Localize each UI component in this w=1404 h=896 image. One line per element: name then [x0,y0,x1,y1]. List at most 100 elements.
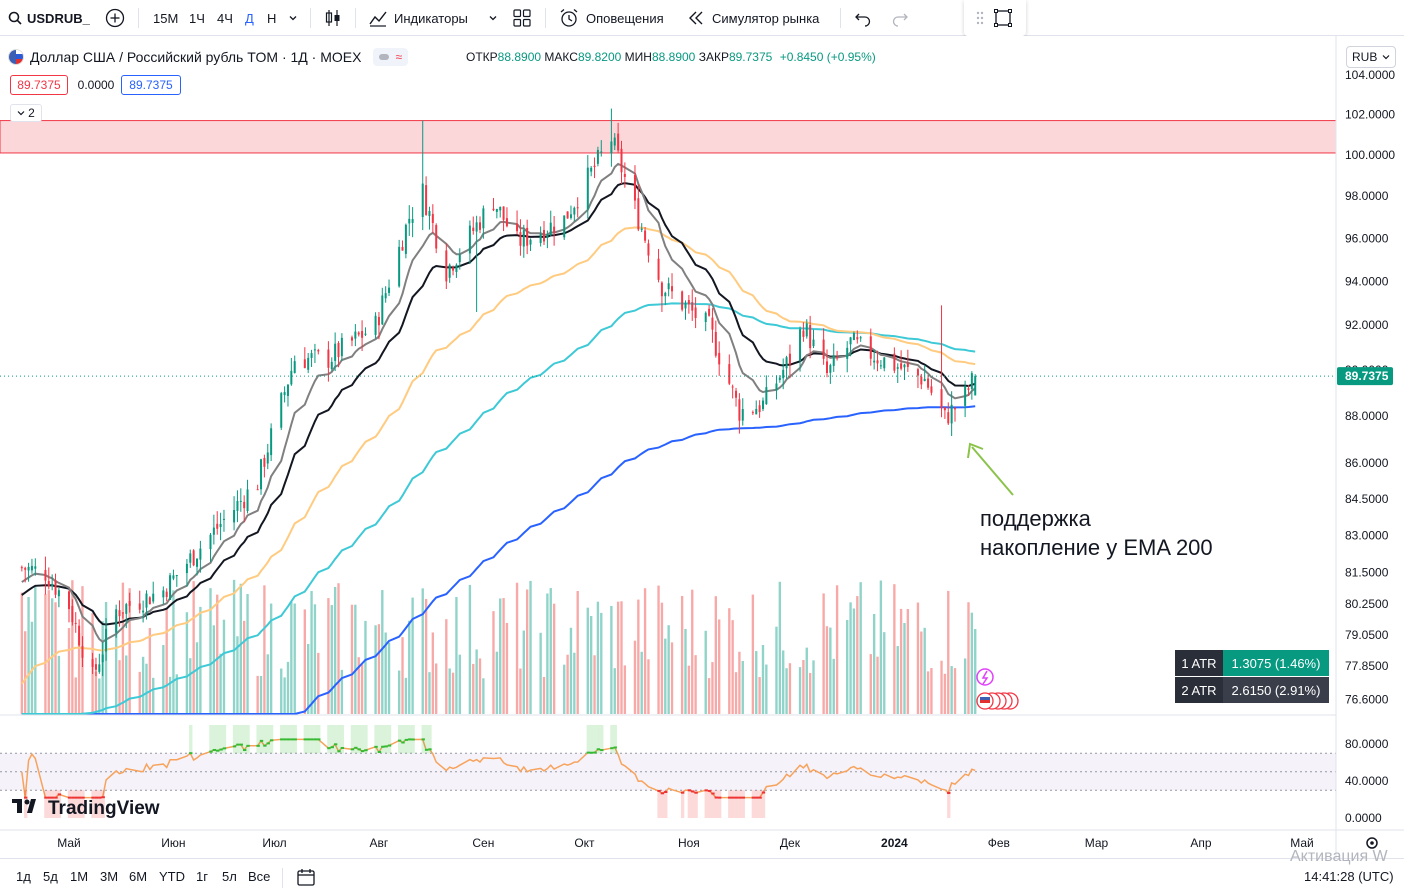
rsi-oversold-fill [67,790,72,818]
rsi-oversold-fill [761,790,766,818]
settings-gear-icon[interactable] [1366,837,1378,849]
volume-bar [812,660,815,714]
layout-button[interactable] [512,0,532,36]
candle-body [78,625,81,646]
undo-button[interactable] [853,0,873,36]
clock[interactable]: 14:41:28 (UTC) [1304,869,1394,884]
range-5d[interactable]: 5д [43,869,58,884]
resistance-zone[interactable] [0,120,1337,154]
range-all[interactable]: Все [248,869,271,884]
price-tick-label: 84.5000 [1345,492,1389,506]
time-tick-label: Май [1290,836,1314,850]
volume-bar [613,668,616,714]
volume-bar [360,664,364,714]
candle-body [74,622,77,624]
rsi-overbought-fill [259,725,264,754]
candle-body [785,357,788,369]
sell-price-button[interactable]: 89.7375 [10,75,68,95]
compare-button[interactable] [104,0,126,36]
annotation-line-1[interactable]: поддержка [980,506,1091,531]
currency-selector[interactable]: RUB [1346,46,1396,68]
bottom-toolbar: 1д 5д 1М 3М 6М YTD 1г 5л Все 14:41:28 (U… [0,858,1404,896]
volume-bar [54,602,57,714]
indicators-dropdown[interactable] [487,0,499,36]
volume-bar [172,590,175,714]
events-markers[interactable] [976,668,1019,710]
indicators-button[interactable]: Индикаторы [368,0,468,36]
candle-body [408,218,411,224]
time-tick-label: Апр [1190,836,1212,850]
candle-body [691,302,694,311]
candle-body [448,264,451,278]
buy-price-button[interactable]: 89.7375 [121,75,181,95]
rsi-oversold-fill [98,790,102,818]
candle-body [758,405,761,413]
interval-1h[interactable]: 1Ч [189,0,205,36]
candle-body [657,258,660,280]
rsi-oversold-fill [751,790,756,818]
volume-bar [502,598,505,714]
range-1y[interactable]: 1г [196,869,208,884]
drag-handle-icon[interactable] [976,11,984,25]
symbol-search[interactable]: USDRUB_ [8,0,90,36]
candles-icon [323,8,343,28]
volume-bar [138,671,141,714]
redo-button[interactable] [890,0,910,36]
annotation-arrow[interactable] [967,442,1014,496]
alerts-button[interactable]: Оповещения [558,0,664,36]
candle-body [788,353,791,365]
interval-w[interactable]: Н [267,0,276,36]
range-5y[interactable]: 5л [222,869,237,884]
volume-bar [970,612,974,714]
candle-body [549,222,552,235]
candle-body [54,580,57,595]
volume-bar [586,607,589,714]
collapse-legend-button[interactable]: 2 [10,104,42,122]
candle-body [431,213,434,223]
gear-hub [1370,841,1374,845]
range-1m[interactable]: 1М [70,869,89,884]
price-chart[interactable]: 104.0000 102.0000 100.0000 98.0000 96.0000 94… [0,36,1404,858]
candle-body [947,412,950,424]
volume-bar [539,632,542,714]
calendar-icon[interactable] [296,867,316,892]
candle-body [216,523,219,529]
symbol-title[interactable]: Доллар США / Российский рубль TOM · 1Д ·… [30,49,362,65]
replay-button[interactable]: Симулятор рынка [686,0,819,36]
candle-body [189,553,192,563]
candle-body [950,404,953,424]
volume-bar [280,668,283,714]
candle-body [24,567,27,570]
price-tick-label: 92.0000 [1345,318,1389,332]
candle-body [856,337,859,340]
atr-1-box: 1 ATR 1.3075 (1.46%) [1175,650,1329,676]
volume-bar [266,654,269,714]
candle-body [687,300,690,305]
candle-body [519,232,522,246]
candle-body [452,267,455,271]
candle-body [44,569,47,581]
lightning-event-icon[interactable] [976,668,994,686]
intervals-dropdown[interactable] [287,0,299,36]
annotation-line-2[interactable]: накопление у EMA 200 [980,535,1213,560]
candle-body [516,223,519,232]
range-6m[interactable]: 6М [129,869,148,884]
rsi-oversold-fill [74,790,78,818]
interval-4h[interactable]: 4Ч [217,0,233,36]
chart-type-button[interactable] [323,0,343,36]
volume-bar [448,668,451,714]
volume-bar [707,678,711,714]
range-3m[interactable]: 3М [100,869,119,884]
volume-bar [472,663,475,714]
interval-d[interactable]: Д [245,0,254,36]
legend-buttons[interactable]: ≈ [373,48,409,66]
interval-15m[interactable]: 15М [153,0,178,36]
candle-body [640,228,643,230]
volume-bar [704,630,707,714]
range-ytd[interactable]: YTD [159,869,185,884]
range-1d[interactable]: 1д [16,869,31,884]
candle-body [553,226,556,234]
fullscreen-icon[interactable] [992,7,1014,29]
tradingview-logo[interactable]: TradingView [12,796,160,821]
candle-body [128,601,131,606]
